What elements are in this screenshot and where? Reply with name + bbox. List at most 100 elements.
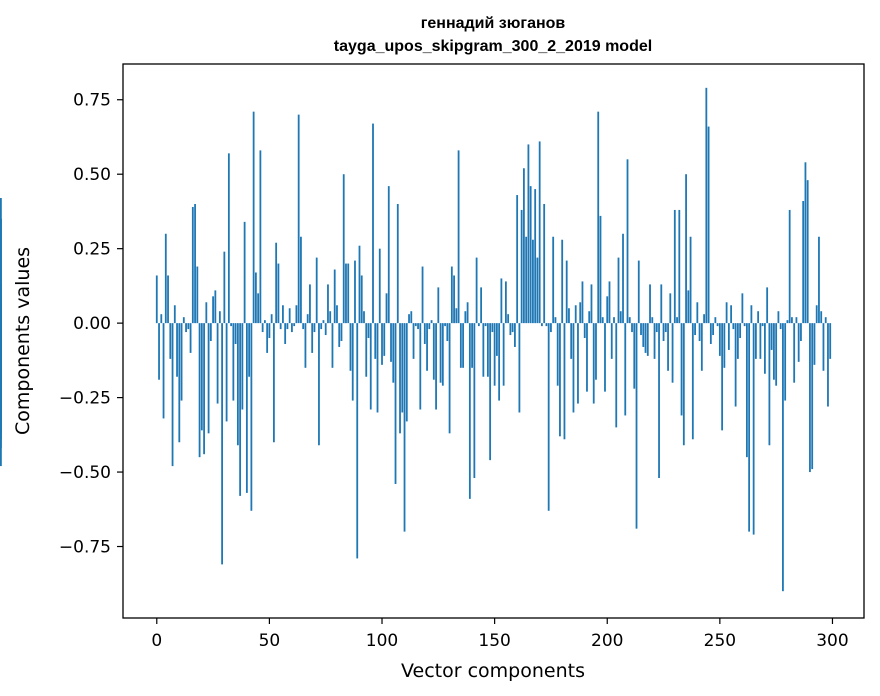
bar [180,323,183,401]
bar [378,248,381,324]
bar [171,323,174,467]
bar [534,189,537,324]
bar [525,236,528,324]
bar [649,284,651,324]
bar [405,323,408,422]
bar [273,323,275,443]
bar [504,281,507,324]
bar [532,239,534,324]
bar [545,323,548,327]
bar [752,323,755,535]
bar [626,159,629,324]
bar [820,311,823,324]
bar [698,323,701,341]
bar [191,206,194,324]
bar [759,323,762,359]
bar [543,203,546,324]
bar [324,323,327,336]
bar [158,323,160,380]
bar [727,323,730,350]
bar [518,323,521,413]
bar [399,323,401,434]
bar [243,221,246,324]
bar [563,323,566,440]
y-tick-label: −0.50 [59,463,111,483]
bar [507,314,510,324]
y-tick-label: 0.50 [73,165,111,185]
bar [288,308,291,324]
bar [248,323,251,377]
bar [590,284,593,324]
bar [784,323,787,401]
bar [189,323,192,353]
bar [412,323,415,359]
bar [541,323,543,327]
bar [484,323,487,327]
bar [245,323,248,493]
bar [653,323,656,359]
bar [707,126,710,324]
bar [664,323,667,333]
bar [200,323,203,431]
bar [552,236,555,324]
chart-subtitle: tayga_upos_skipgram_300_2_2019 model [334,38,652,55]
bar [577,323,579,404]
x-tick-label: 0 [151,631,162,651]
bar [275,242,278,324]
bar [432,323,435,380]
bar [619,311,622,324]
bar [815,305,818,324]
bar [381,323,383,365]
bar [306,314,309,324]
bar [538,141,541,324]
bar [678,209,681,324]
bar [284,323,287,344]
bar [167,275,169,324]
bar [703,314,705,324]
bar [617,257,620,324]
bar [597,111,600,324]
bar [457,150,460,324]
bar [408,314,410,324]
y-tick-label: 0.00 [73,314,111,334]
bar [430,320,433,324]
bar [365,323,368,377]
chart-title: геннадий зюганов [421,15,566,32]
plot-frame [122,63,865,619]
bar [491,323,494,333]
bar [446,323,449,341]
bars-group [0,87,832,592]
bar [297,114,300,324]
bar [351,323,354,401]
bar [270,314,273,324]
bar [748,323,751,532]
bar [788,209,791,324]
bar [730,305,733,324]
bar [304,323,307,368]
bar [813,323,816,365]
bar [561,239,564,324]
bar [811,323,814,470]
bar [721,323,724,431]
bar [550,323,552,333]
bar [700,323,703,371]
bar [282,305,284,324]
bar [624,323,627,416]
bar [622,233,624,324]
bar [329,311,332,324]
bar [680,323,683,416]
bar [259,150,262,324]
bar [311,323,314,353]
bar [173,305,176,324]
bar [225,323,228,422]
bar [423,323,426,344]
bar [354,260,356,324]
bar [0,314,2,324]
bar [615,323,618,428]
bar [336,305,338,324]
bar [318,323,320,446]
bar [300,236,302,324]
bar [723,323,726,368]
bar [718,323,721,356]
